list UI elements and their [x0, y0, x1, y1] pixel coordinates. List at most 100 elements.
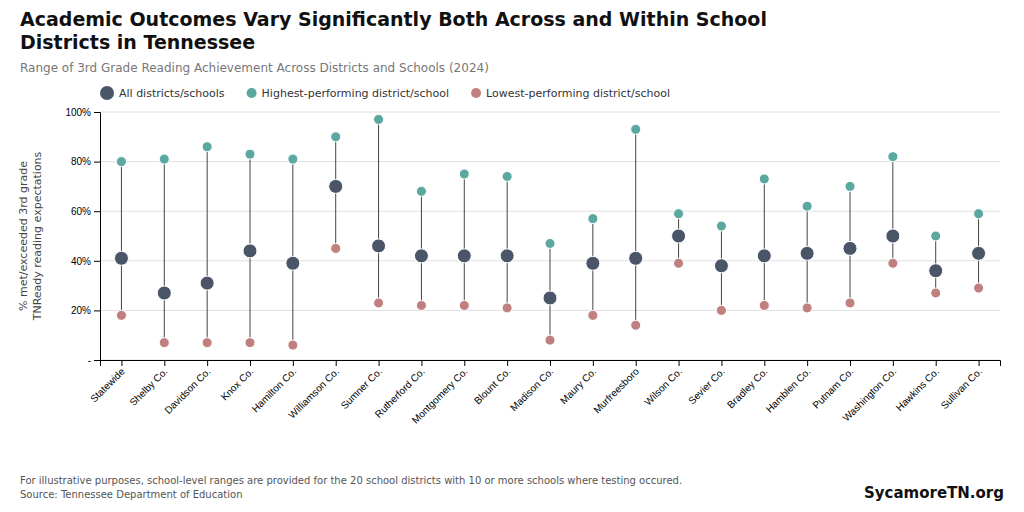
- x-tick-mark: [979, 360, 980, 366]
- dot: [288, 340, 298, 350]
- x-tick-mark: [807, 360, 808, 366]
- dot: [374, 114, 384, 124]
- dot: [331, 132, 341, 142]
- x-tick-mark: [207, 360, 208, 366]
- x-tick-mark: [421, 360, 422, 366]
- legend-swatch: [247, 88, 257, 98]
- y-tick: 40%: [71, 256, 100, 267]
- x-tick-label: Davidson Co.: [162, 366, 212, 416]
- legend-swatch: [471, 88, 481, 98]
- x-tick-mark: [936, 360, 937, 366]
- x-tick-label: Sullivan Co.: [939, 366, 985, 412]
- x-tick-label: Blount Co.: [472, 366, 513, 407]
- legend-label: All districts/schools: [119, 87, 225, 100]
- y-axis-title-line: % met/exceeded 3rd grade: [17, 161, 30, 311]
- x-tick-label: Bradley Co.: [725, 366, 770, 411]
- dot: [588, 310, 598, 320]
- dot: [116, 310, 126, 320]
- dot: [502, 303, 512, 313]
- y-tick-mark: [94, 261, 100, 262]
- range-line: [292, 159, 293, 345]
- x-tick-label: Wilson Co.: [642, 366, 684, 408]
- y-tick-mark: [94, 310, 100, 311]
- grid-line: [100, 161, 1000, 162]
- x-tick-mark: [593, 360, 594, 366]
- x-tick-mark: [507, 360, 508, 366]
- title-line: Districts in Tennessee: [20, 31, 255, 53]
- series: [114, 179, 985, 305]
- range-line: [464, 174, 465, 305]
- x-tick: Blount Co.: [472, 360, 513, 406]
- dot: [629, 251, 643, 265]
- x-tick-label: Murfreesboro: [591, 365, 641, 415]
- x-tick-mark: [679, 360, 680, 366]
- y-tick-label: 80%: [71, 156, 91, 167]
- y-tick-label: 40%: [71, 256, 91, 267]
- y-axis-title: % met/exceeded 3rd gradeTNReady reading …: [17, 151, 43, 321]
- dot: [845, 298, 855, 308]
- dot: [888, 258, 898, 268]
- x-tick-mark: [636, 360, 637, 366]
- dot: [586, 256, 600, 270]
- dot: [457, 249, 471, 263]
- y-tick: 20%: [71, 305, 100, 316]
- y-tick-mark: [94, 211, 100, 212]
- x-tick: Statewide: [88, 360, 127, 404]
- x-tick-label: Maury Co.: [558, 366, 598, 406]
- legend-swatch: [100, 86, 114, 100]
- range-line: [164, 159, 165, 343]
- dot: [543, 291, 557, 305]
- dot: [759, 300, 769, 310]
- dot: [931, 231, 941, 241]
- dot: [888, 152, 898, 162]
- dot: [243, 244, 257, 258]
- dot: [843, 241, 857, 255]
- x-tick-mark: [293, 360, 294, 366]
- y-axis-title-line: TNReady reading expectations: [31, 151, 44, 321]
- dot: [974, 283, 984, 293]
- dot: [759, 174, 769, 184]
- x-tick-mark: [550, 360, 551, 366]
- dot: [672, 229, 686, 243]
- legend-item: All districts/schools: [100, 86, 225, 100]
- grid: [100, 112, 1000, 360]
- dot: [114, 251, 128, 265]
- dot: [288, 154, 298, 164]
- dot: [159, 338, 169, 348]
- x-tick: Davidson Co.: [162, 360, 212, 416]
- footnote-line: For illustrative purposes, school-level …: [20, 475, 682, 486]
- x-tick: Hamilton Co.: [250, 360, 299, 414]
- range-line: [207, 147, 208, 343]
- dot: [502, 171, 512, 181]
- x-tick-label: Hawkins Co.: [894, 366, 941, 413]
- x-tick: Washington Co.: [840, 360, 898, 423]
- x-tick: Sullivan Co.: [939, 360, 985, 411]
- range-line: [121, 162, 122, 316]
- dot: [459, 300, 469, 310]
- dot: [374, 298, 384, 308]
- legend: All districts/schools Highest-performing …: [100, 86, 670, 100]
- x-tick-label: Montgomery Co.: [410, 366, 470, 426]
- y-tick-mark: [94, 162, 100, 163]
- dot: [416, 186, 426, 196]
- dot: [974, 209, 984, 219]
- x-axis-line: [101, 361, 1001, 367]
- dot: [545, 335, 555, 345]
- x-tick-mark: [893, 360, 894, 366]
- x-tick: Sumner Co.: [339, 360, 385, 411]
- x-tick-label: Hamblen Co.: [764, 366, 813, 415]
- dot: [931, 288, 941, 298]
- x-tick-label: Putnam Co.: [810, 366, 855, 411]
- subtitle: Range of 3rd Grade Reading Achievement A…: [20, 61, 489, 75]
- range-line: [507, 176, 508, 307]
- dot: [200, 276, 214, 290]
- dot: [929, 264, 943, 278]
- legend-item: Highest-performing district/school: [247, 87, 449, 100]
- x-tick-label: Williamson Co.: [286, 366, 341, 421]
- y-tick-mark: [94, 360, 100, 361]
- dot: [414, 249, 428, 263]
- y-tick: -: [88, 355, 100, 366]
- x-tick: Wilson Co.: [642, 360, 684, 408]
- x-tick: Shelby Co.: [127, 360, 169, 408]
- grid-line: [100, 211, 1000, 212]
